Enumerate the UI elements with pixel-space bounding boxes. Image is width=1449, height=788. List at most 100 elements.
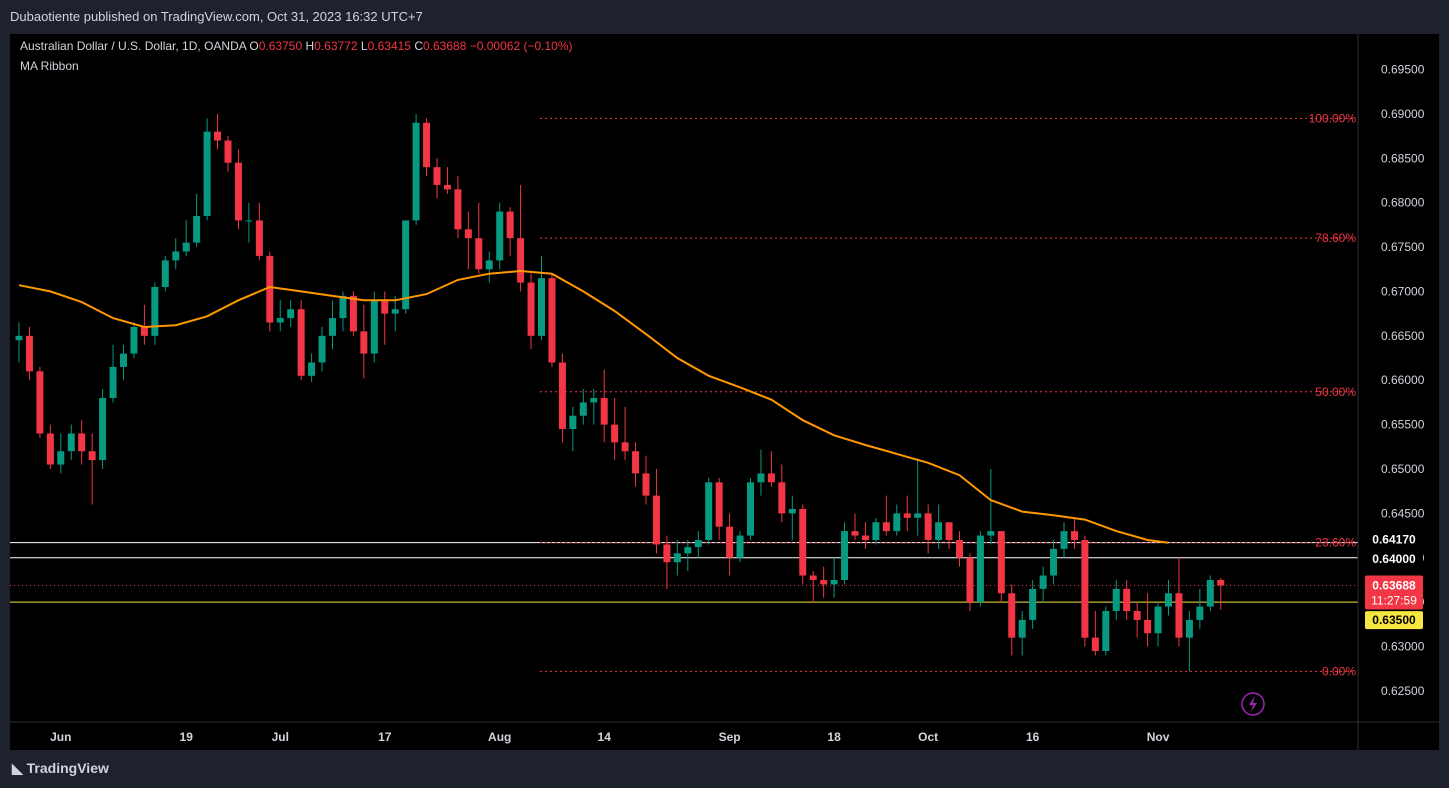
low-value: 0.63415 [367, 39, 411, 53]
tradingview-logo[interactable]: ◣ TradingView [12, 760, 109, 777]
candle [673, 540, 681, 576]
candle [36, 366, 44, 438]
candle-body [652, 495, 660, 545]
candle-body [872, 522, 880, 541]
candle-body [276, 318, 284, 323]
candle-body [203, 131, 211, 216]
candle [600, 369, 608, 443]
candle-body [443, 184, 451, 190]
candle [956, 531, 963, 567]
candle-body [308, 362, 316, 376]
candle [517, 184, 525, 292]
fib-levels: 100.00% 78.60% 50.00% 23.60% 0.00% [540, 111, 1356, 678]
candle [360, 304, 368, 379]
price-label-64170-bg [1365, 530, 1423, 549]
candle [935, 504, 943, 549]
countdown-text: 11:27:59 [1371, 593, 1417, 607]
price-label-64170-text: 0.64170 [1372, 533, 1416, 547]
candle-body [109, 366, 117, 398]
candle-body [1175, 593, 1183, 638]
candle [1029, 579, 1037, 629]
candle [1206, 575, 1214, 612]
candle-body [193, 215, 201, 243]
candle [903, 495, 911, 532]
candle-body [329, 318, 336, 336]
candle-body [956, 540, 963, 558]
candle [245, 202, 253, 243]
candle-body [935, 522, 943, 541]
candle [705, 477, 713, 545]
candle-body [423, 122, 431, 168]
indicator-legend[interactable]: MA Ribbon [20, 59, 79, 73]
price-label-63500: 0.63500 [1365, 611, 1423, 630]
candle [130, 322, 138, 359]
candle-body [632, 451, 640, 474]
candle-body [893, 513, 901, 532]
candle [1018, 611, 1026, 656]
candle-body [381, 300, 389, 314]
candle [454, 176, 462, 239]
candle-body [266, 255, 274, 323]
candle-body [1050, 548, 1058, 576]
candle-body [663, 544, 671, 563]
candle [924, 504, 932, 554]
candle-body [673, 553, 681, 563]
candle [120, 344, 127, 381]
candle-body [987, 531, 995, 536]
close-value: 0.63688 [423, 39, 467, 53]
candle-body [517, 238, 525, 283]
chart-area[interactable]: 100.00% 78.60% 50.00% 23.60% 0.00% 0.69500 0.… [10, 34, 1439, 750]
candle-body [726, 526, 734, 558]
candle [778, 464, 786, 523]
candle-body [976, 535, 984, 603]
price-tick-label: 0.65000 [1381, 462, 1425, 476]
candle-body [46, 433, 54, 465]
horizontal-lines [10, 542, 1358, 603]
candle [506, 207, 514, 256]
candle-body [182, 242, 190, 252]
candle-body [255, 220, 263, 256]
candle-body [538, 278, 545, 336]
price-tick-label: 0.68500 [1381, 151, 1425, 165]
published-info: Dubaotiente published on TradingView.com… [10, 9, 423, 24]
lightning-icon[interactable] [1241, 692, 1265, 716]
candle-body [224, 140, 232, 163]
candle-body [590, 397, 598, 403]
candle-body [642, 473, 650, 496]
candle-body [736, 535, 744, 558]
candle [652, 468, 660, 554]
candle [1123, 579, 1131, 620]
candle [224, 136, 232, 172]
candle [830, 557, 838, 598]
candle [496, 202, 504, 270]
candle [1102, 606, 1110, 656]
candle [234, 149, 242, 230]
candle [412, 113, 420, 225]
candle-body [1123, 588, 1131, 612]
candle [1112, 579, 1120, 620]
price-label-64170: 0.64170 [1365, 530, 1423, 549]
fib-label: 50.00% [1315, 385, 1356, 399]
candle-body [99, 397, 107, 461]
candle [642, 455, 650, 505]
candle [882, 495, 890, 536]
price-label-64000: 0.64000 [1365, 549, 1423, 568]
candle [579, 389, 587, 425]
candle-body [778, 482, 786, 514]
candle [1217, 578, 1225, 610]
close-label: C [414, 39, 423, 53]
price-tick-label: 0.66000 [1381, 373, 1425, 387]
candle [15, 322, 23, 363]
candle-body [1196, 606, 1204, 620]
chart-svg[interactable]: 100.00%78.60%50.00%23.60%0.00% 0.695000.… [10, 34, 1439, 750]
candle-body [527, 282, 535, 336]
candle [1133, 602, 1141, 638]
candle-body [882, 522, 890, 532]
price-tick-label: 0.62500 [1381, 684, 1425, 698]
candle [872, 517, 880, 545]
candle-body [67, 433, 75, 452]
candle-body [966, 557, 974, 603]
candle-body [475, 238, 483, 270]
symbol-title: Australian Dollar / U.S. Dollar, 1D, OAN… [20, 39, 247, 53]
